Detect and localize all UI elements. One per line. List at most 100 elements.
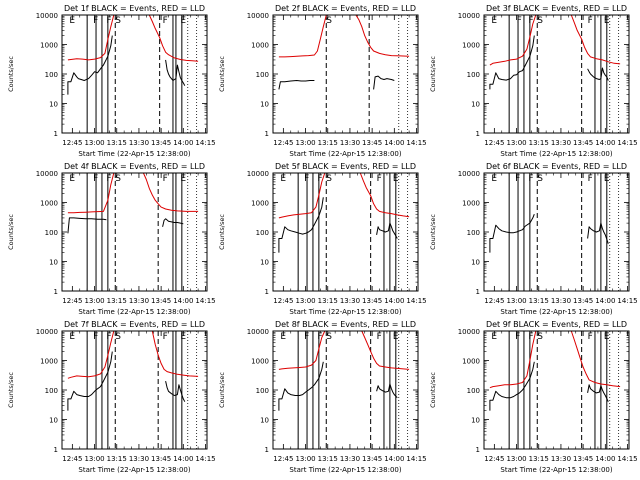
y-tick-label: 1 bbox=[54, 130, 58, 138]
lld-series-line bbox=[489, 330, 537, 389]
x-tick-label: 14:15 bbox=[617, 455, 637, 463]
x-tick-label: 13:45 bbox=[151, 139, 171, 147]
events-series-line bbox=[489, 361, 535, 411]
events-series-line bbox=[165, 380, 186, 402]
x-tick-label: 12:45 bbox=[484, 297, 504, 305]
detector-panel: Det 3f BLACK = Events, RED = LLD Counts/s… bbox=[429, 4, 638, 158]
lld-series-line bbox=[142, 172, 199, 212]
events-series-line bbox=[373, 75, 395, 90]
panel-title: Det 8f BLACK = Events, RED = LLD bbox=[275, 320, 416, 329]
x-axis-label: Start Time (22-Apr-15 12:38:00) bbox=[289, 308, 401, 316]
x-tick-label: 12:45 bbox=[273, 139, 293, 147]
x-tick-label: 14:15 bbox=[195, 297, 215, 305]
marker-label: E bbox=[604, 332, 610, 342]
x-tick-label: 13:45 bbox=[362, 297, 382, 305]
x-tick-label: 13:15 bbox=[318, 139, 338, 147]
x-tick-label: 14:15 bbox=[406, 139, 426, 147]
marker-label: F bbox=[528, 332, 533, 342]
panel-title: Det 7f BLACK = Events, RED = LLD bbox=[64, 320, 205, 329]
y-tick-label: 1000 bbox=[40, 358, 58, 366]
events-series-line bbox=[278, 197, 324, 253]
marker-label: F bbox=[93, 174, 98, 184]
detector-panel: Det 9f BLACK = Events, RED = LLD Counts/s… bbox=[429, 320, 638, 474]
detector-panel: Det 5f BLACK = Events, RED = LLD Counts/s… bbox=[218, 162, 427, 316]
marker-label: F bbox=[515, 174, 520, 184]
x-tick-label: 14:15 bbox=[617, 297, 637, 305]
x-tick-label: 13:30 bbox=[551, 139, 571, 147]
x-tick-label: 13:15 bbox=[529, 297, 549, 305]
x-tick-label: 14:15 bbox=[406, 297, 426, 305]
x-tick-label: 14:15 bbox=[195, 139, 215, 147]
x-tick-label: 14:00 bbox=[595, 455, 615, 463]
y-axis-label: Counts/sec bbox=[7, 372, 15, 408]
marker-label: E bbox=[280, 174, 286, 184]
x-axis-label: Start Time (22-Apr-15 12:38:00) bbox=[78, 466, 190, 474]
x-tick-label: 13:15 bbox=[107, 455, 127, 463]
events-series-line bbox=[67, 35, 113, 95]
x-tick-label: 14:00 bbox=[173, 297, 193, 305]
y-axis-label: Counts/sec bbox=[7, 214, 15, 250]
marker-label: F bbox=[588, 332, 593, 342]
marker-label: S bbox=[115, 16, 121, 26]
marker-label: E bbox=[491, 332, 497, 342]
marker-label: S bbox=[326, 174, 332, 184]
x-tick-label: 13:00 bbox=[84, 455, 104, 463]
lld-series-line bbox=[359, 172, 410, 218]
x-tick-label: 13:45 bbox=[362, 139, 382, 147]
lld-series-line bbox=[570, 14, 621, 65]
marker-label: E bbox=[604, 174, 610, 184]
y-tick-label: 10 bbox=[260, 101, 269, 109]
y-tick-label: 1000 bbox=[251, 42, 269, 50]
x-axis-label: Start Time (22-Apr-15 12:38:00) bbox=[78, 308, 190, 316]
x-tick-label: 13:15 bbox=[318, 297, 338, 305]
marker-label: F bbox=[317, 332, 322, 342]
marker-label: E bbox=[604, 16, 610, 26]
marker-label: E bbox=[69, 174, 75, 184]
plot-frame bbox=[272, 14, 419, 134]
x-tick-label: 13:15 bbox=[107, 139, 127, 147]
events-series-line bbox=[67, 351, 113, 411]
lld-series-line bbox=[278, 14, 327, 58]
x-tick-label: 13:45 bbox=[362, 455, 382, 463]
x-tick-label: 13:45 bbox=[151, 455, 171, 463]
y-axis-label: Counts/sec bbox=[218, 56, 226, 92]
x-tick-label: 13:30 bbox=[551, 297, 571, 305]
lld-series-line bbox=[355, 14, 410, 57]
x-tick-label: 13:00 bbox=[506, 455, 526, 463]
y-axis-label: Counts/sec bbox=[429, 214, 437, 250]
y-tick-label: 1 bbox=[476, 288, 480, 296]
marker-label: F bbox=[163, 16, 168, 26]
x-axis-label: Start Time (22-Apr-15 12:38:00) bbox=[289, 466, 401, 474]
x-tick-label: 13:00 bbox=[84, 297, 104, 305]
x-tick-label: 13:45 bbox=[573, 297, 593, 305]
marker-label: E bbox=[180, 332, 186, 342]
y-tick-label: 1000 bbox=[251, 358, 269, 366]
plot-frame bbox=[61, 14, 208, 134]
marker-label: S bbox=[115, 332, 121, 342]
events-series-line bbox=[67, 217, 107, 234]
y-tick-label: 10000 bbox=[36, 328, 58, 336]
x-axis-label: Start Time (22-Apr-15 12:38:00) bbox=[500, 466, 612, 474]
events-series-line bbox=[278, 361, 324, 411]
x-tick-label: 13:00 bbox=[295, 455, 315, 463]
detector-panel: Det 7f BLACK = Events, RED = LLD Counts/s… bbox=[7, 320, 216, 474]
detector-panel: Det 6f BLACK = Events, RED = LLD Counts/s… bbox=[429, 162, 638, 316]
y-tick-label: 1 bbox=[476, 446, 480, 454]
y-tick-label: 10 bbox=[49, 259, 58, 267]
y-tick-label: 100 bbox=[45, 229, 58, 237]
marker-label: E bbox=[69, 16, 75, 26]
lld-series-line bbox=[148, 14, 199, 62]
events-series-line bbox=[587, 222, 609, 244]
detector-panel: Det 2f BLACK = Events, RED = LLD Counts/s… bbox=[218, 4, 427, 158]
marker-label: E bbox=[491, 16, 497, 26]
x-tick-label: 14:15 bbox=[617, 139, 637, 147]
plot-frame bbox=[61, 172, 208, 292]
lld-series-line bbox=[67, 330, 115, 379]
detector-panel: Det 8f BLACK = Events, RED = LLD Counts/s… bbox=[218, 320, 427, 474]
lld-series-line bbox=[67, 172, 115, 214]
x-axis-label: Start Time (22-Apr-15 12:38:00) bbox=[500, 308, 612, 316]
y-tick-label: 100 bbox=[467, 387, 480, 395]
marker-label: F bbox=[377, 332, 382, 342]
x-tick-label: 14:00 bbox=[173, 455, 193, 463]
lld-series-line bbox=[278, 172, 326, 219]
